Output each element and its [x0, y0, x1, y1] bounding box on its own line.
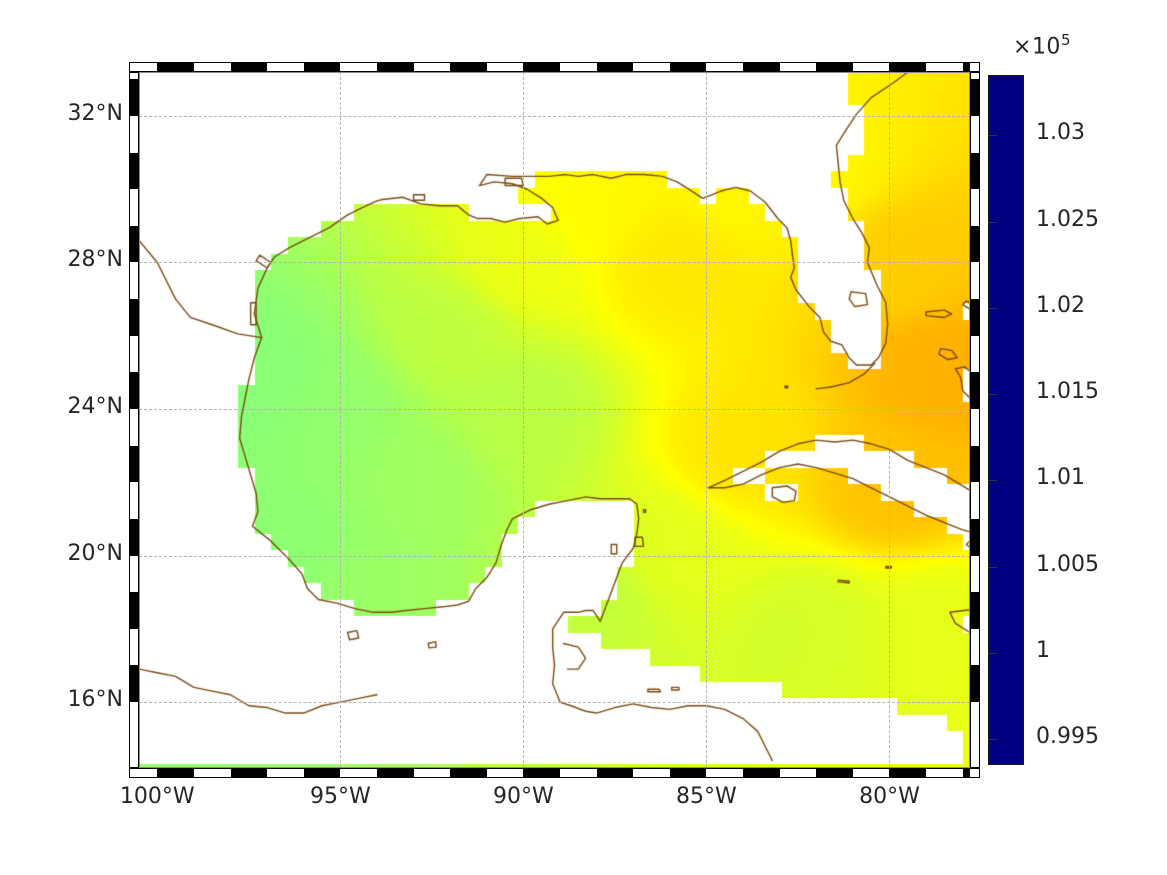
- frame-checker-left: [129, 152, 139, 190]
- xtick-label-100w: 100°W: [119, 784, 195, 809]
- frame-checker-top: [889, 62, 927, 72]
- frame-checker-top: [376, 62, 414, 72]
- frame-checker-bottom: [889, 768, 927, 778]
- gridline-lat-16n: [139, 702, 970, 704]
- gridline-lon-85w: [706, 72, 708, 768]
- frame-checker-bottom: [669, 768, 707, 778]
- frame-checker-right: [970, 518, 980, 556]
- colorbar-tick-label-1-01: 1.01: [1036, 465, 1085, 491]
- ytick-label-20n: 20°N: [67, 540, 123, 566]
- frame-checker-bottom: [962, 768, 970, 778]
- colorbar-tick-mark: [988, 566, 997, 568]
- frame-checker-top: [669, 62, 707, 72]
- frame-checker-bottom: [450, 768, 487, 778]
- ytick-label-24n: 24°N: [67, 394, 123, 419]
- frame-checker-left: [129, 445, 139, 483]
- xtick-label-90w: 90°W: [493, 784, 554, 809]
- gridline-lat-32n: [139, 115, 970, 117]
- gridline-lon-90w: [523, 72, 525, 768]
- frame-checker-bottom: [303, 768, 341, 778]
- frame-band-right: [970, 72, 980, 768]
- xtick-label-80w: 80°W: [859, 784, 920, 809]
- frame-checker-right: [970, 299, 980, 336]
- gridline-lon-95w: [340, 72, 342, 768]
- frame-checker-right: [970, 665, 980, 703]
- colorbar-exponent-prefix: ×: [1013, 34, 1032, 60]
- frame-checker-right: [970, 79, 980, 116]
- frame-checker-left: [129, 592, 139, 629]
- map-plot-area: [139, 72, 970, 768]
- colorbar-tick-label-1-005: 1.005: [1036, 551, 1099, 577]
- colorbar-exponent-label: ×105: [1013, 31, 1071, 59]
- colorbar-tick-label-0-995: 0.995: [1036, 724, 1099, 750]
- gridline-lat-24n: [139, 409, 970, 410]
- frame-checker-left: [129, 79, 139, 116]
- frame-checker-top: [450, 62, 487, 72]
- colorbar-tick-mark: [988, 480, 997, 482]
- colorbar-tick-label-1-025: 1.025: [1036, 206, 1099, 232]
- frame-checker-top: [596, 62, 634, 72]
- frame-checker-bottom: [743, 768, 780, 778]
- frame-checker-right: [970, 445, 980, 483]
- colorbar-tick-label-1-015: 1.015: [1036, 379, 1099, 405]
- colorbar-gradient: [988, 75, 1024, 765]
- colorbar-tick-mark: [988, 221, 997, 223]
- ytick-label-16n: 16°N: [67, 687, 123, 713]
- frame-checker-left: [129, 299, 139, 336]
- coastline-overlay: [139, 72, 970, 768]
- frame-checker-bottom: [596, 768, 634, 778]
- gridline-lon-80w: [889, 72, 891, 768]
- frame-checker-left: [129, 665, 139, 703]
- frame-checker-right: [970, 225, 980, 263]
- map-axes[interactable]: [139, 72, 970, 768]
- frame-checker-top: [157, 62, 194, 72]
- frame-checker-left: [129, 518, 139, 556]
- colorbar-tick-mark: [988, 135, 997, 137]
- xtick-label-95w: 95°W: [309, 784, 371, 809]
- frame-checker-top: [743, 62, 780, 72]
- frame-checker-top: [230, 62, 268, 72]
- colorbar-tick-label-1: 1: [1036, 637, 1050, 663]
- colorbar-tick-mark: [988, 652, 997, 654]
- xtick-label-85w: 85°W: [676, 784, 737, 809]
- colorbar[interactable]: [988, 75, 1024, 765]
- frame-checker-top: [962, 62, 970, 72]
- frame-checker-left: [129, 225, 139, 263]
- frame-checker-left: [129, 372, 139, 409]
- frame-checker-right: [970, 152, 980, 190]
- frame-checker-right: [970, 372, 980, 409]
- frame-checker-top: [303, 62, 341, 72]
- gridline-lat-20n: [139, 555, 970, 557]
- colorbar-exponent-power: 5: [1060, 31, 1071, 49]
- frame-checker-top: [816, 62, 853, 72]
- frame-checker-right: [970, 592, 980, 629]
- frame-checker-top: [523, 62, 560, 72]
- frame-checker-bottom: [376, 768, 414, 778]
- gridline-lat-28n: [139, 262, 970, 264]
- frame-band-left: [129, 72, 139, 768]
- colorbar-tick-label-1-03: 1.03: [1036, 120, 1085, 146]
- colorbar-tick-mark: [988, 307, 997, 309]
- frame-checker-bottom: [523, 768, 560, 778]
- ytick-label-28n: 28°N: [67, 247, 123, 273]
- frame-checker-bottom: [157, 768, 194, 778]
- frame-checker-bottom: [230, 768, 268, 778]
- colorbar-tick-label-1-02: 1.02: [1036, 292, 1085, 318]
- colorbar-exponent-base: 10: [1031, 34, 1061, 60]
- frame-checker-bottom: [816, 768, 853, 778]
- ytick-label-32n: 32°N: [67, 100, 123, 126]
- colorbar-tick-mark: [988, 394, 997, 396]
- colorbar-tick-mark: [988, 739, 997, 741]
